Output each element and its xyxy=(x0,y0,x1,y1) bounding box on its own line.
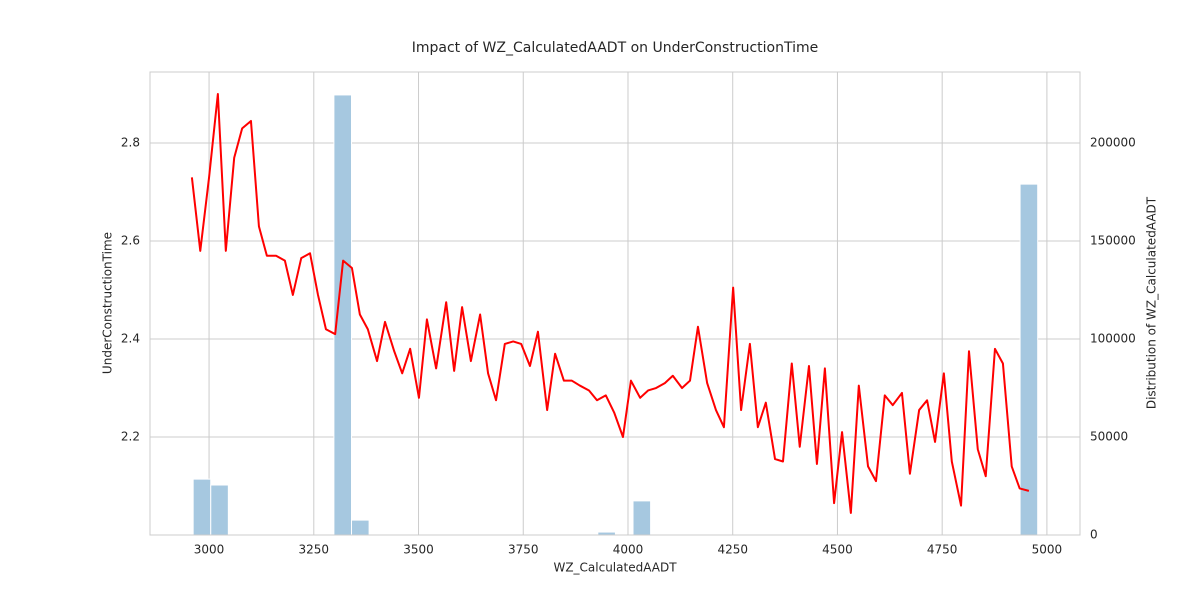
y2-tick-label: 200000 xyxy=(1090,135,1136,149)
y-tick-label: 2.4 xyxy=(121,332,140,346)
histogram-bar xyxy=(632,500,652,536)
y-tick-label: 2.6 xyxy=(121,234,140,248)
chart-title: Impact of WZ_CalculatedAADT on UnderCons… xyxy=(412,40,819,56)
x-tick-label: 3500 xyxy=(403,543,434,557)
x-tick-label: 4000 xyxy=(613,543,644,557)
y-axis-title: UnderConstructionTime xyxy=(101,232,115,374)
y2-axis-title: Distribution of WZ_CalculatedAADT xyxy=(1145,196,1159,409)
y-tick-label: 2.8 xyxy=(121,136,140,150)
histogram-bar xyxy=(192,478,212,536)
plot-frame xyxy=(149,71,1081,536)
histogram-bar xyxy=(351,519,370,536)
x-tick-label: 3250 xyxy=(299,543,330,557)
x-tick-label: 3750 xyxy=(508,543,539,557)
histogram-bar xyxy=(1019,183,1039,536)
x-tick-label: 4750 xyxy=(927,543,958,557)
y2-tick-label: 50000 xyxy=(1090,429,1128,443)
histogram-bar xyxy=(210,484,229,536)
y2-tick-label: 150000 xyxy=(1090,233,1136,247)
y2-tick-label: 0 xyxy=(1090,528,1098,542)
data-line xyxy=(190,93,1030,514)
x-tick-label: 5000 xyxy=(1032,543,1063,557)
x-axis-title: WZ_CalculatedAADT xyxy=(553,561,677,575)
x-tick-label: 4500 xyxy=(822,543,853,557)
plot-marks xyxy=(190,93,1039,536)
x-tick-label: 4250 xyxy=(717,543,748,557)
y2-tick-label: 100000 xyxy=(1090,331,1136,345)
y-tick-label: 2.2 xyxy=(121,430,140,444)
x-tick-label: 3000 xyxy=(194,543,225,557)
